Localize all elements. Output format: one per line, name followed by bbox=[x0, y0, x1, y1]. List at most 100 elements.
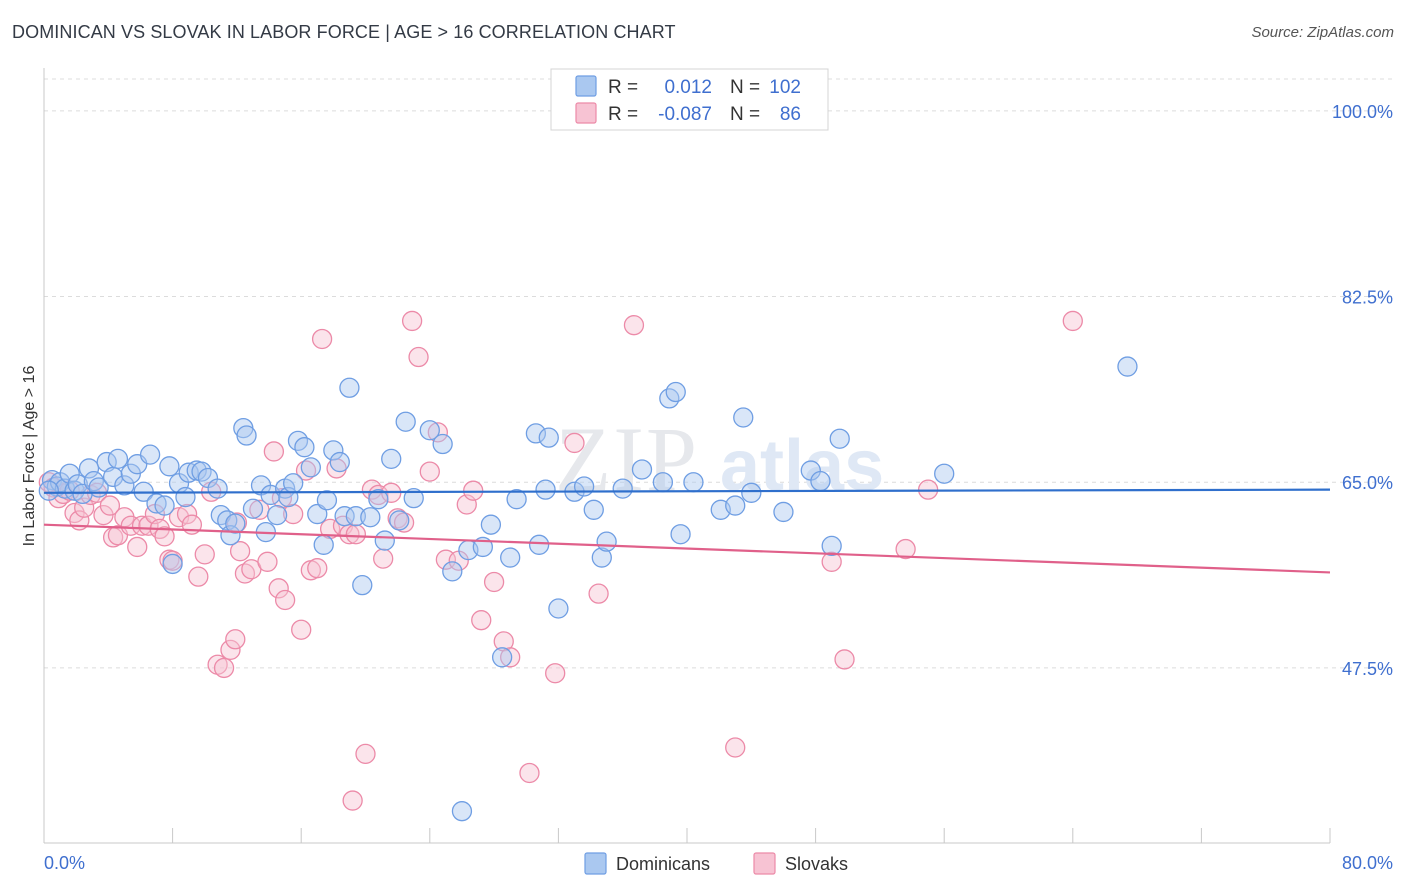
slovaks-point-32 bbox=[220, 639, 241, 661]
dominicans-point-45 bbox=[294, 437, 315, 458]
slovaks-point-34 bbox=[229, 541, 251, 562]
slovaks-point-80 bbox=[895, 538, 916, 560]
dominicans-point-63 bbox=[419, 420, 440, 441]
dominicans-point-58 bbox=[374, 530, 395, 551]
stats-r-value-1: 0.012 bbox=[664, 77, 712, 98]
slovaks-point-83 bbox=[342, 790, 363, 811]
slovaks-points bbox=[38, 310, 1083, 811]
dominicans-point-56 bbox=[360, 507, 381, 528]
dominicans-point-47 bbox=[307, 503, 328, 525]
dominicans-point-83 bbox=[631, 459, 653, 480]
slovaks-point-31 bbox=[213, 657, 235, 679]
dominicans-point-80 bbox=[583, 499, 604, 520]
dominicans-point-92 bbox=[741, 482, 762, 503]
dominicans-point-24 bbox=[175, 486, 196, 508]
x-tick-label-min: 0.0% bbox=[44, 853, 85, 873]
y-tick-label-3: 100.0% bbox=[1332, 102, 1393, 122]
chart-source: Source: ZipAtlas.com bbox=[1251, 24, 1394, 41]
y-tick-label-1: 65.0% bbox=[1342, 473, 1393, 493]
dominicans-point-93 bbox=[773, 501, 794, 523]
slovaks-point-60 bbox=[401, 310, 423, 332]
dominicans-point-50 bbox=[323, 440, 344, 461]
dominicans-points bbox=[38, 356, 1138, 822]
slovaks-point-38 bbox=[257, 551, 278, 572]
dominicans-point-79 bbox=[573, 476, 595, 497]
slovaks-point-11 bbox=[99, 495, 121, 516]
dominicans-point-71 bbox=[500, 547, 521, 568]
slovaks-point-77 bbox=[725, 737, 746, 758]
dominicans-point-98 bbox=[934, 463, 955, 484]
slovaks-point-47 bbox=[311, 328, 333, 350]
slovaks-point-69 bbox=[483, 571, 505, 593]
dominicans-point-73 bbox=[525, 423, 547, 444]
dominicans-point-75 bbox=[535, 479, 556, 500]
dominicans-point-77 bbox=[548, 598, 569, 619]
slovaks-point-78 bbox=[821, 551, 842, 572]
slovaks-point-17 bbox=[131, 515, 153, 536]
slovaks-point-76 bbox=[623, 315, 645, 336]
dominicans-point-99 bbox=[1117, 356, 1138, 377]
slovaks-point-63 bbox=[427, 422, 448, 443]
slovaks-point-43 bbox=[291, 619, 312, 640]
slovaks-point-53 bbox=[355, 743, 376, 765]
slovaks-point-46 bbox=[307, 558, 328, 579]
slovaks-point-15 bbox=[120, 515, 141, 536]
dominicans-point-96 bbox=[821, 535, 842, 557]
y-axis-label: In Labor Force | Age > 16 bbox=[21, 366, 38, 547]
dominicans-point-36 bbox=[242, 498, 264, 519]
stats-legend-frame bbox=[550, 68, 829, 131]
dominicans-point-81 bbox=[591, 547, 612, 568]
slovaks-point-41 bbox=[274, 589, 296, 611]
slovaks-point-82 bbox=[1062, 310, 1083, 332]
dominicans-point-33 bbox=[225, 513, 246, 534]
dominicans-point-53 bbox=[339, 377, 360, 398]
dominicans-point-90 bbox=[725, 495, 746, 516]
dominicans-point-40 bbox=[266, 504, 288, 526]
dominicans-point-20 bbox=[154, 495, 175, 516]
legend-dominicans-label: Dominicans bbox=[616, 854, 710, 874]
dominicans-point-51 bbox=[329, 451, 350, 473]
dominicans-point-29 bbox=[207, 478, 228, 499]
dominicans-point-46 bbox=[300, 457, 321, 478]
dominicans-point-21 bbox=[159, 456, 180, 477]
stats-n-label-1: N = bbox=[730, 77, 760, 98]
stats-r-label-1: R = bbox=[608, 77, 638, 98]
dominicans-point-88 bbox=[683, 472, 704, 493]
dominicans-point-35 bbox=[236, 425, 257, 446]
stats-legend: R = 0.012 N = 102 R = -0.087 N = 86 bbox=[550, 68, 829, 131]
dominicans-swatch bbox=[575, 75, 597, 97]
slovaks-point-24 bbox=[168, 507, 190, 528]
slovaks-point-75 bbox=[588, 583, 609, 604]
slovaks-point-68 bbox=[471, 610, 492, 631]
dominicans-point-55 bbox=[352, 575, 373, 596]
dominicans-trend-line bbox=[43, 488, 1331, 494]
slovaks-point-52 bbox=[345, 524, 367, 545]
dominicans-point-95 bbox=[810, 471, 831, 492]
slovaks-point-74 bbox=[564, 432, 585, 454]
legend-dominicans-swatch bbox=[584, 852, 607, 875]
slovaks-point-25 bbox=[176, 503, 198, 525]
slovaks-point-79 bbox=[834, 649, 855, 670]
slovaks-point-73 bbox=[545, 663, 566, 684]
y-tick-label-2: 82.5% bbox=[1342, 288, 1393, 308]
dominicans-point-54 bbox=[345, 506, 367, 527]
dominicans-point-101 bbox=[612, 478, 633, 499]
dominicans-point-31 bbox=[217, 510, 238, 531]
trend-lines bbox=[43, 488, 1331, 574]
dominicans-point-86 bbox=[665, 381, 686, 403]
slovaks-point-71 bbox=[500, 647, 521, 668]
dominicans-point-18 bbox=[139, 444, 161, 465]
slovaks-point-61 bbox=[408, 346, 429, 368]
slovaks-point-28 bbox=[194, 544, 215, 565]
dominicans-point-76 bbox=[538, 427, 559, 448]
slovaks-trend-line bbox=[43, 523, 1331, 574]
dominicans-point-65 bbox=[442, 561, 463, 582]
slovaks-point-56 bbox=[373, 548, 394, 569]
watermark: ZIP atlas bbox=[555, 408, 884, 510]
dominicans-point-14 bbox=[114, 475, 135, 496]
dominicans-point-66 bbox=[451, 801, 473, 822]
watermark-zip: ZIP bbox=[555, 408, 699, 510]
dominicans-point-11 bbox=[96, 451, 117, 473]
slovaks-point-16 bbox=[127, 536, 148, 558]
